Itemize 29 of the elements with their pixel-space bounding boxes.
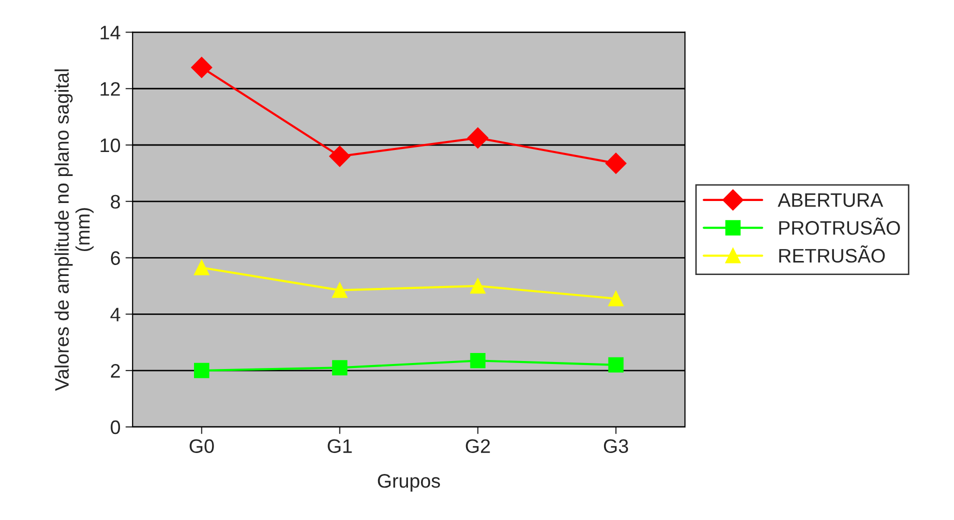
- point: [332, 282, 348, 298]
- point: [605, 152, 626, 174]
- y-axis-title: Valores de amplitude no plano sagital (mm): [54, 69, 94, 391]
- legend-label: RETRUSÃO: [779, 245, 885, 263]
- point: [194, 362, 210, 378]
- x-tick-label: G2: [466, 439, 490, 454]
- y-tick-label: 4: [110, 308, 120, 322]
- point: [470, 353, 486, 368]
- y-tick-label: 0: [110, 420, 120, 434]
- y-tick-label: 14: [100, 26, 120, 40]
- point: [329, 146, 350, 167]
- x-tick-label: G0: [190, 439, 214, 454]
- y-tick-label: 2: [110, 364, 120, 378]
- point: [191, 56, 212, 78]
- y-tick-label: 6: [110, 251, 120, 266]
- point: [332, 360, 348, 376]
- legend-label: PROTRUSÃO: [779, 218, 900, 235]
- legend-label: ABERTURA: [778, 193, 884, 207]
- x-tick-label: G3: [604, 439, 628, 454]
- point: [467, 127, 488, 148]
- y-tick-label: 12: [100, 82, 120, 96]
- x-axis-title: Grupos: [378, 474, 440, 492]
- point: [608, 357, 624, 373]
- y-tick-label: 8: [110, 194, 120, 209]
- x-tick-label: G1: [328, 439, 352, 454]
- point: [608, 291, 624, 306]
- point: [470, 278, 486, 294]
- point: [194, 260, 210, 276]
- y-tick-label: 10: [100, 138, 120, 152]
